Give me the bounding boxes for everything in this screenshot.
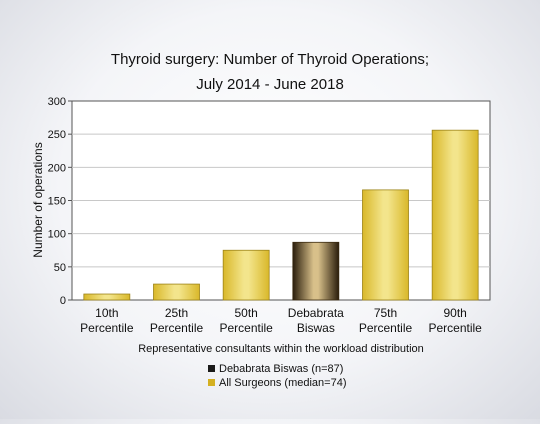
- x-axis-ticks: 10thPercentile25thPercentile50thPercenti…: [80, 306, 482, 335]
- y-tick-label: 250: [48, 129, 66, 141]
- bars: [83, 129, 479, 301]
- x-tick-label: Percentile: [80, 321, 134, 335]
- x-tick-label: Debabrata: [288, 306, 344, 320]
- x-tick-label: Biswas: [297, 321, 335, 335]
- bar-highlight: [292, 241, 340, 301]
- y-tick-label: 150: [48, 196, 66, 208]
- y-tick-label: 200: [48, 162, 66, 174]
- legend-swatch: [208, 365, 215, 372]
- y-tick-label: 0: [60, 295, 66, 307]
- x-tick-label: 10th: [95, 306, 118, 320]
- x-tick-label: 50th: [234, 306, 257, 320]
- bar: [83, 293, 131, 301]
- y-axis-label: Number of operations: [31, 142, 45, 257]
- bar: [362, 189, 409, 301]
- y-tick-label: 50: [54, 262, 66, 274]
- x-tick-label: 25th: [165, 306, 188, 320]
- x-tick-label: Percentile: [150, 321, 204, 335]
- x-tick-label: Percentile: [219, 321, 273, 335]
- x-tick-label: 75th: [374, 306, 397, 320]
- legend-label: All Surgeons (median=74): [219, 377, 347, 389]
- bar: [431, 129, 479, 301]
- legend: Debabrata Biswas (n=87) All Surgeons (med…: [208, 363, 347, 389]
- y-axis-ticks: 0 50 100 150 200 250 300: [48, 96, 72, 307]
- gridlines: [72, 133, 490, 268]
- y-tick-label: 300: [48, 96, 66, 108]
- chart-title-line-1: Thyroid surgery: Number of Thyroid Opera…: [111, 51, 429, 68]
- x-tick-label: Percentile: [359, 321, 413, 335]
- chart-title-line-2: July 2014 - June 2018: [196, 76, 344, 93]
- x-tick-label: 90th: [443, 306, 466, 320]
- x-tick-label: Percentile: [428, 321, 482, 335]
- bar: [222, 249, 270, 301]
- bar: [153, 283, 200, 301]
- legend-swatch: [208, 379, 215, 386]
- legend-label: Debabrata Biswas (n=87): [219, 363, 343, 375]
- y-tick-label: 100: [48, 229, 66, 241]
- x-axis-label: Representative consultants within the wo…: [138, 343, 424, 355]
